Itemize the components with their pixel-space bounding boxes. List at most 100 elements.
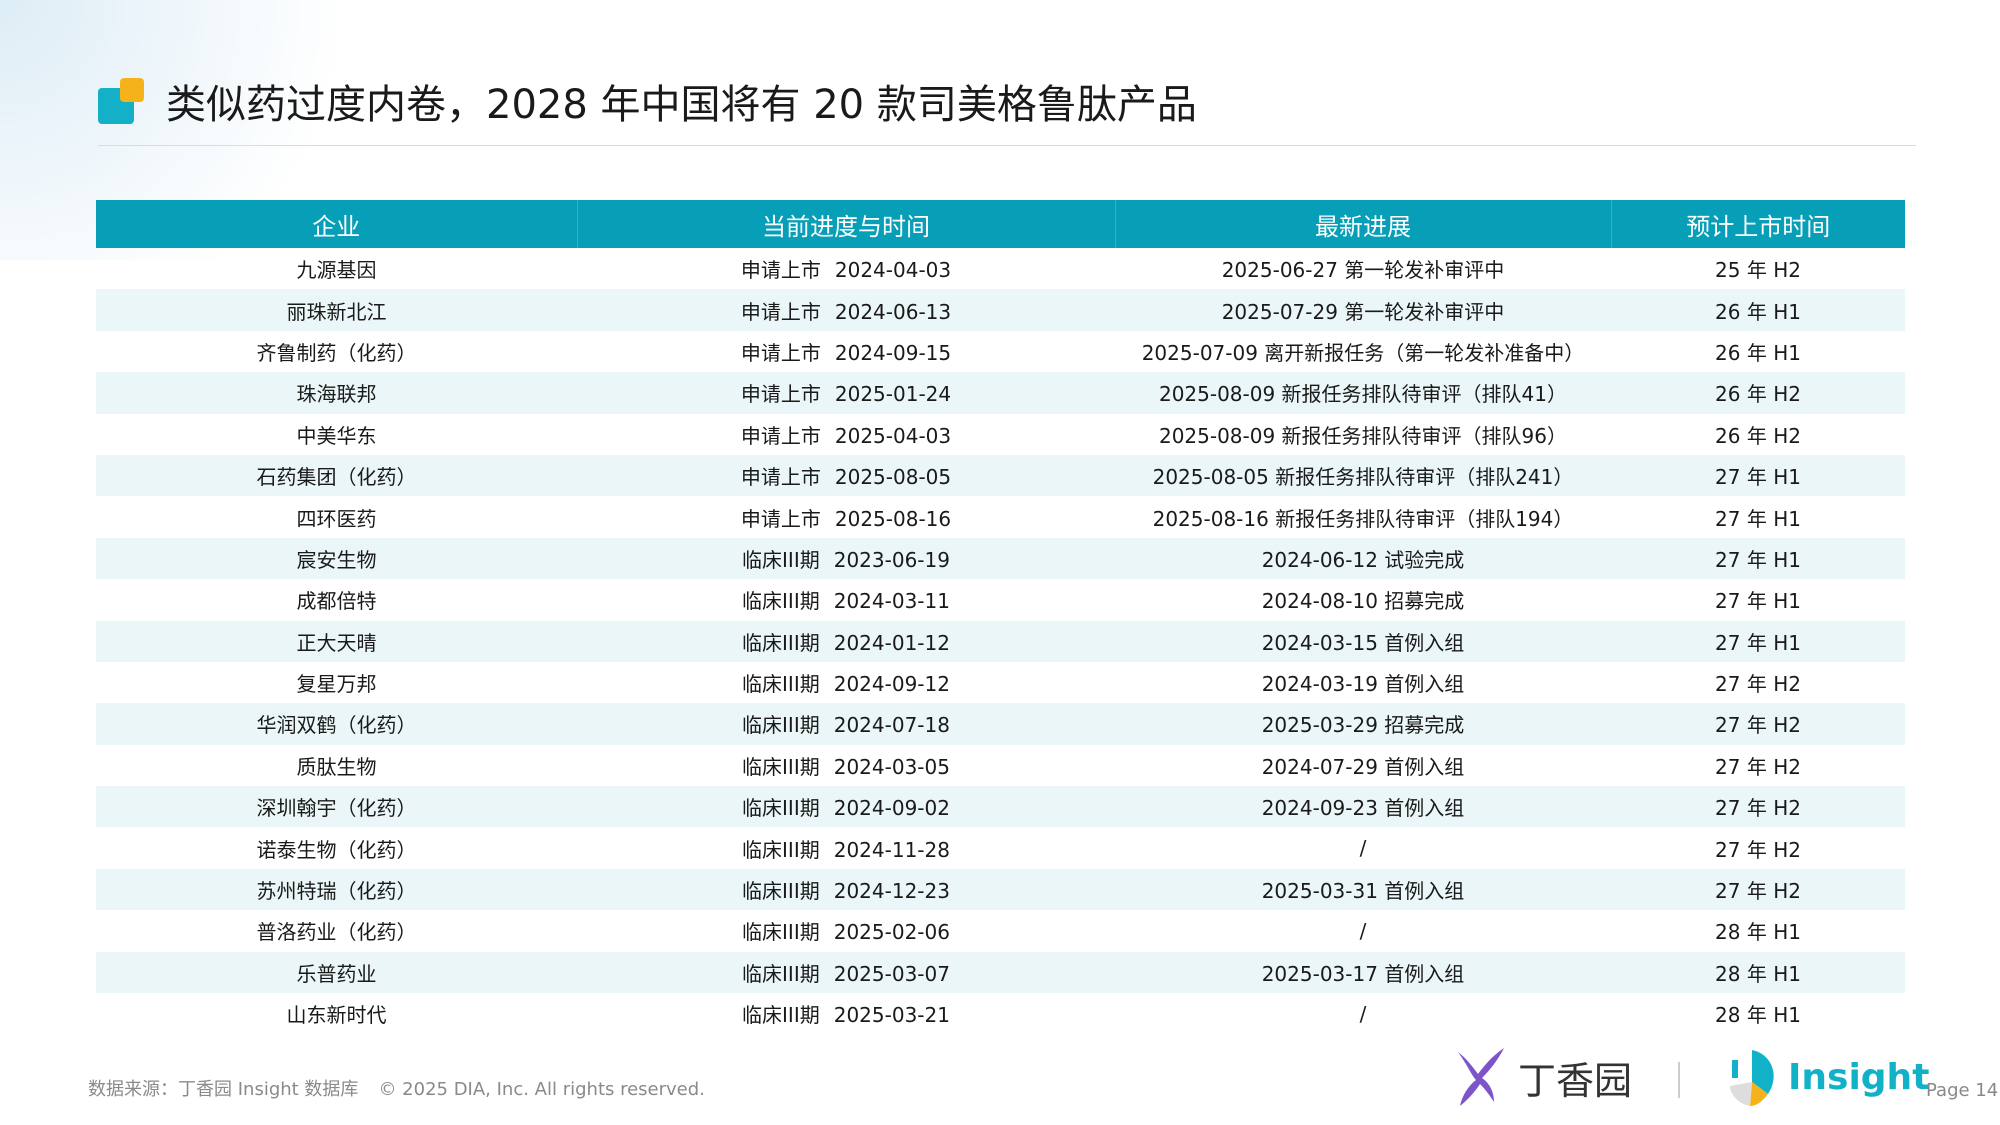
company-cell: 苏州特瑞（化药） xyxy=(96,868,577,911)
stage-text: 申请上市 xyxy=(740,423,821,448)
latest-progress-cell: / xyxy=(1359,836,1367,861)
company-cell: 质肽生物 xyxy=(296,754,377,779)
dxy-logo: 丁香园 xyxy=(1450,1046,1632,1108)
page-title: 类似药过度内卷，2028 年中国将有 20 款司美格鲁肽产品 xyxy=(166,82,1197,128)
stage-cell: 临床III期 2023-06-19 xyxy=(577,537,1115,580)
page-number: Page 14 xyxy=(1926,1080,1999,1101)
stage-text: 申请上市 xyxy=(740,465,821,490)
launch-time-cell: 27 年 H2 xyxy=(1611,786,1905,828)
stage-text: 申请上市 xyxy=(740,299,821,324)
latest-progress-cell: 2025-08-05 新报任务排队待审评（排队241） xyxy=(1115,454,1611,497)
latest-progress-cell: 2025-03-17 首例入组 xyxy=(1115,951,1611,994)
stage-cell: 申请上市 2025-08-05 xyxy=(577,454,1115,497)
flower-logo-icon xyxy=(1458,1048,1504,1106)
launch-time-cell: 27 年 H2 xyxy=(1715,672,1801,697)
footer-source: 数据来源：丁香园 Insight 数据库 © 2025 DIA, Inc. All… xyxy=(88,1075,705,1101)
latest-progress-cell: 2024-06-12 试验完成 xyxy=(1115,537,1611,580)
table-row: 珠海联邦 申请上市 2025-01-24 2025-08-09 新报任务排队待审评（排… xyxy=(96,372,1905,414)
table-row: 质肽生物 临床III期 2024-03-05 2024-07-29 首例入组 27 年 … xyxy=(96,745,1905,786)
latest-progress-cell: 2025-08-16 新报任务排队待审评（排队194） xyxy=(1152,506,1574,531)
stage-cell: 临床III期 2024-11-28 xyxy=(577,827,1115,868)
stage-date: 2025-08-05 xyxy=(834,465,952,490)
stage-date: 2023-06-19 xyxy=(833,547,950,572)
stage-date: 2024-09-15 xyxy=(834,340,952,365)
stage-date: 2024-03-11 xyxy=(833,589,950,614)
latest-progress-cell: 2025-07-09 离开新报任务（第一轮发补准备中） xyxy=(1141,340,1585,365)
stage-cell: 申请上市 2025-08-16 xyxy=(577,496,1115,537)
company-cell: 九源基因 xyxy=(296,258,377,283)
company-cell: 齐鲁制药（化药） xyxy=(256,340,417,365)
latest-progress-cell: 2024-03-19 首例入组 xyxy=(1261,672,1465,697)
company-cell: 正大天晴 xyxy=(96,620,577,662)
insight-logo: Insight xyxy=(1722,1046,1929,1108)
stage-cell: 申请上市 2024-09-15 xyxy=(577,331,1115,372)
header-latest: 最新进展 xyxy=(1114,200,1611,248)
stage-date: 2025-03-21 xyxy=(833,1003,950,1028)
title-area: 类似药过度内卷，2028 年中国将有 20 款司美格鲁肽产品 xyxy=(98,72,1197,130)
stage-date: 2025-04-03 xyxy=(834,423,952,448)
launch-time-cell: 25 年 H2 xyxy=(1715,258,1801,283)
company-cell: 深圳翰宇（化药） xyxy=(96,786,577,828)
launch-time-cell: 26 年 H1 xyxy=(1611,289,1905,331)
company-cell: 中美华东 xyxy=(296,423,377,448)
table-row: 深圳翰宇（化药） 临床III期 2024-09-02 2024-09-23 首例入组 2… xyxy=(96,786,1905,828)
insight-logo-icon xyxy=(1730,1050,1774,1106)
stage-text: 临床III期 xyxy=(742,837,820,862)
product-table: 企业 当前进度与时间 最新进展 预计上市时间 九源基因 申请上市 2024-04-0… xyxy=(96,200,1905,1034)
table-header-row: 企业 当前进度与时间 最新进展 预计上市时间 xyxy=(96,200,1905,248)
stage-date: 2024-12-23 xyxy=(833,879,950,904)
launch-time-cell: 26 年 H2 xyxy=(1611,372,1905,414)
latest-progress-cell: 2025-03-29 招募完成 xyxy=(1115,703,1611,745)
launch-time-cell: 27 年 H1 xyxy=(1611,537,1905,580)
stage-cell: 临床III期 2024-01-12 xyxy=(577,620,1115,662)
launch-time-cell: 28 年 H1 xyxy=(1611,951,1905,994)
latest-progress-cell: 2025-07-29 第一轮发补审评中 xyxy=(1115,289,1611,331)
stage-text: 临床III期 xyxy=(742,961,820,986)
stage-cell: 申请上市 2024-06-13 xyxy=(577,289,1115,331)
stage-text: 申请上市 xyxy=(740,258,821,283)
table-row: 九源基因 申请上市 2024-04-03 2025-06-27 第一轮发补审评中 25 … xyxy=(96,248,1905,289)
table-row: 石药集团（化药） 申请上市 2025-08-05 2025-08-05 新报任务排队待… xyxy=(96,454,1905,497)
latest-progress-cell: / xyxy=(1359,1001,1367,1026)
company-cell: 普洛药业（化药） xyxy=(256,920,417,945)
latest-progress-cell: 2025-08-09 新报任务排队待审评（排队96） xyxy=(1158,423,1568,448)
launch-time-cell: 27 年 H2 xyxy=(1715,754,1801,779)
table-row: 成都倍特 临床III期 2024-03-11 2024-08-10 招募完成 27 年 … xyxy=(96,579,1905,620)
stage-date: 2024-09-12 xyxy=(833,672,950,697)
stage-text: 临床III期 xyxy=(742,920,820,945)
stage-cell: 临床III期 2025-03-07 xyxy=(577,951,1115,994)
header-launch: 预计上市时间 xyxy=(1610,200,1905,248)
table-row: 丽珠新北江 申请上市 2024-06-13 2025-07-29 第一轮发补审评中 26… xyxy=(96,289,1905,331)
table-row: 普洛药业（化药） 临床III期 2025-02-06 / 28 年 H1 xyxy=(96,910,1905,951)
company-cell: 乐普药业 xyxy=(96,951,577,994)
stage-text: 临床III期 xyxy=(742,1003,820,1028)
stage-cell: 临床III期 2024-07-18 xyxy=(577,703,1115,745)
stage-text: 申请上市 xyxy=(740,506,821,531)
stage-cell: 临床III期 2024-09-02 xyxy=(577,786,1115,828)
stage-text: 临床III期 xyxy=(742,589,820,614)
stage-cell: 申请上市 2024-04-03 xyxy=(577,248,1115,289)
company-cell: 石药集团（化药） xyxy=(96,454,577,497)
table-row: 苏州特瑞（化药） 临床III期 2024-12-23 2025-03-31 首例入组 2… xyxy=(96,868,1905,911)
stage-date: 2024-01-12 xyxy=(833,630,950,655)
launch-time-cell: 27 年 H2 xyxy=(1611,703,1905,745)
stage-date: 2024-07-18 xyxy=(833,713,950,738)
latest-progress-cell: 2024-09-23 首例入组 xyxy=(1115,786,1611,828)
logo-separator xyxy=(1678,1062,1680,1098)
stage-cell: 临床III期 2025-02-06 xyxy=(577,910,1115,951)
stage-date: 2025-02-06 xyxy=(833,920,950,945)
company-cell: 复星万邦 xyxy=(296,672,377,697)
stage-cell: 申请上市 2025-01-24 xyxy=(577,372,1115,414)
source-text: 数据来源：丁香园 Insight 数据库 xyxy=(88,1079,359,1100)
stage-date: 2025-03-07 xyxy=(833,961,950,986)
table-row: 乐普药业 临床III期 2025-03-07 2025-03-17 首例入组 28 年 … xyxy=(96,951,1905,994)
table-row: 中美华东 申请上市 2025-04-03 2025-08-09 新报任务排队待审评（排… xyxy=(96,414,1905,455)
launch-time-cell: 28 年 H1 xyxy=(1715,920,1801,945)
header-company: 企业 xyxy=(96,200,577,248)
latest-progress-cell: 2025-08-09 新报任务排队待审评（排队41） xyxy=(1115,372,1611,414)
stage-text: 临床III期 xyxy=(742,630,820,655)
launch-time-cell: 27 年 H2 xyxy=(1611,868,1905,911)
stage-text: 申请上市 xyxy=(740,382,821,407)
launch-time-cell: 27 年 H1 xyxy=(1611,620,1905,662)
table-row: 诺泰生物（化药） 临床III期 2024-11-28 / 27 年 H2 xyxy=(96,827,1905,868)
